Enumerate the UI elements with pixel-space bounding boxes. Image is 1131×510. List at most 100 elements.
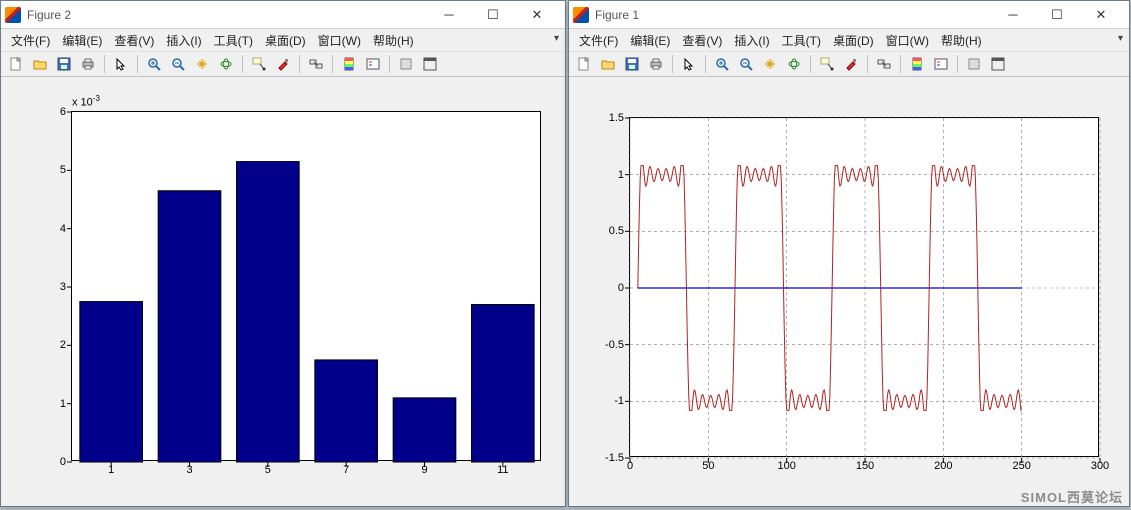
maximize-button[interactable]: ☐ xyxy=(471,1,515,29)
print-icon[interactable] xyxy=(77,53,99,75)
axes: 01234561357911x 10-3 xyxy=(71,111,541,461)
menu-bar: 文件(F)编辑(E)查看(V)插入(I)工具(T)桌面(D)窗口(W)帮助(H)… xyxy=(1,29,565,51)
menu-item[interactable]: 工具(T) xyxy=(776,30,827,51)
x-tick-label: 5 xyxy=(265,464,271,476)
legend-icon[interactable] xyxy=(930,53,952,75)
new-file-icon[interactable] xyxy=(573,53,595,75)
datacursor-icon[interactable] xyxy=(816,53,838,75)
toolbar-separator xyxy=(332,55,333,73)
minimize-button[interactable]: ─ xyxy=(427,1,471,29)
hide-icon[interactable] xyxy=(963,53,985,75)
menu-item[interactable]: 文件(F) xyxy=(5,30,56,51)
x-tick-label: 0 xyxy=(627,460,633,472)
x-tick-label: 250 xyxy=(1012,460,1030,472)
colorbar-icon[interactable] xyxy=(338,53,360,75)
link-icon[interactable] xyxy=(305,53,327,75)
menu-item[interactable]: 查看(V) xyxy=(676,30,728,51)
y-tick-label: 4 xyxy=(60,223,66,235)
print-icon[interactable] xyxy=(645,53,667,75)
menu-overflow-icon[interactable]: ▾ xyxy=(554,33,559,44)
close-button[interactable]: ✕ xyxy=(1079,1,1123,29)
figure-window-2: Figure 2 ─ ☐ ✕ 文件(F)编辑(E)查看(V)插入(I)工具(T)… xyxy=(0,0,566,507)
menu-item[interactable]: 桌面(D) xyxy=(827,30,880,51)
menu-item[interactable]: 工具(T) xyxy=(208,30,259,51)
rotate3d-icon[interactable] xyxy=(783,53,805,75)
toolbar xyxy=(569,51,1129,77)
menu-item[interactable]: 窗口(W) xyxy=(312,30,367,51)
toolbar-separator xyxy=(672,55,673,73)
bar xyxy=(158,191,221,462)
toolbar-separator xyxy=(242,55,243,73)
colorbar-icon[interactable] xyxy=(906,53,928,75)
figure-window-1: Figure 1 ─ ☐ ✕ 文件(F)编辑(E)查看(V)插入(I)工具(T)… xyxy=(568,0,1130,507)
toolbar-separator xyxy=(957,55,958,73)
x-tick-label: 1 xyxy=(108,464,114,476)
pan-icon[interactable] xyxy=(759,53,781,75)
bar xyxy=(80,302,143,462)
y-tick-label: 2 xyxy=(60,339,66,351)
hide-icon[interactable] xyxy=(395,53,417,75)
brush-icon[interactable] xyxy=(840,53,862,75)
y-tick-label: 0 xyxy=(60,456,66,468)
link-icon[interactable] xyxy=(873,53,895,75)
menu-item[interactable]: 插入(I) xyxy=(728,30,775,51)
menu-item[interactable]: 文件(F) xyxy=(573,30,624,51)
toolbar-separator xyxy=(137,55,138,73)
new-file-icon[interactable] xyxy=(5,53,27,75)
menu-overflow-icon[interactable]: ▾ xyxy=(1118,33,1123,44)
y-tick-label: 3 xyxy=(60,281,66,293)
y-tick-label: -1.5 xyxy=(605,452,624,464)
matlab-logo-icon xyxy=(5,7,21,23)
toolbar-separator xyxy=(299,55,300,73)
y-tick-label: 5 xyxy=(60,164,66,176)
open-folder-icon[interactable] xyxy=(29,53,51,75)
matlab-logo-icon xyxy=(573,7,589,23)
plot-area: 01234561357911x 10-3 xyxy=(1,77,565,506)
menu-item[interactable]: 编辑(E) xyxy=(56,30,108,51)
menu-item[interactable]: 插入(I) xyxy=(160,30,207,51)
bar xyxy=(393,398,456,462)
toolbar-separator xyxy=(900,55,901,73)
x-tick-label: 150 xyxy=(856,460,874,472)
open-folder-icon[interactable] xyxy=(597,53,619,75)
rotate3d-icon[interactable] xyxy=(215,53,237,75)
y-tick-label: 1.5 xyxy=(609,112,624,124)
x-tick-label: 100 xyxy=(777,460,795,472)
legend-icon[interactable] xyxy=(362,53,384,75)
menu-item[interactable]: 窗口(W) xyxy=(880,30,935,51)
maximize-button[interactable]: ☐ xyxy=(1035,1,1079,29)
axes: -1.5-1-0.500.511.5050100150200250300 xyxy=(629,117,1099,457)
dock-icon[interactable] xyxy=(419,53,441,75)
y-tick-label: 1 xyxy=(618,169,624,181)
plot-area: -1.5-1-0.500.511.5050100150200250300 xyxy=(569,77,1129,506)
zoom-in-icon[interactable] xyxy=(711,53,733,75)
datacursor-icon[interactable] xyxy=(248,53,270,75)
menu-item[interactable]: 编辑(E) xyxy=(624,30,676,51)
x-tick-label: 200 xyxy=(934,460,952,472)
bar xyxy=(315,360,378,462)
titlebar: Figure 1 ─ ☐ ✕ xyxy=(569,1,1129,29)
y-tick-label: 0.5 xyxy=(609,225,624,237)
zoom-in-icon[interactable] xyxy=(143,53,165,75)
y-tick-label: -1 xyxy=(614,395,624,407)
menu-item[interactable]: 帮助(H) xyxy=(367,30,420,51)
pointer-icon[interactable] xyxy=(110,53,132,75)
y-tick-label: -0.5 xyxy=(605,339,624,351)
menu-item[interactable]: 桌面(D) xyxy=(259,30,312,51)
brush-icon[interactable] xyxy=(272,53,294,75)
dock-icon[interactable] xyxy=(987,53,1009,75)
close-button[interactable]: ✕ xyxy=(515,1,559,29)
menu-item[interactable]: 帮助(H) xyxy=(935,30,988,51)
menu-item[interactable]: 查看(V) xyxy=(108,30,160,51)
minimize-button[interactable]: ─ xyxy=(991,1,1035,29)
pointer-icon[interactable] xyxy=(678,53,700,75)
x-tick-label: 300 xyxy=(1091,460,1109,472)
menu-bar: 文件(F)编辑(E)查看(V)插入(I)工具(T)桌面(D)窗口(W)帮助(H)… xyxy=(569,29,1129,51)
save-icon[interactable] xyxy=(53,53,75,75)
zoom-out-icon[interactable] xyxy=(735,53,757,75)
figure-title: Figure 2 xyxy=(27,8,71,22)
titlebar: Figure 2 ─ ☐ ✕ xyxy=(1,1,565,29)
save-icon[interactable] xyxy=(621,53,643,75)
zoom-out-icon[interactable] xyxy=(167,53,189,75)
pan-icon[interactable] xyxy=(191,53,213,75)
